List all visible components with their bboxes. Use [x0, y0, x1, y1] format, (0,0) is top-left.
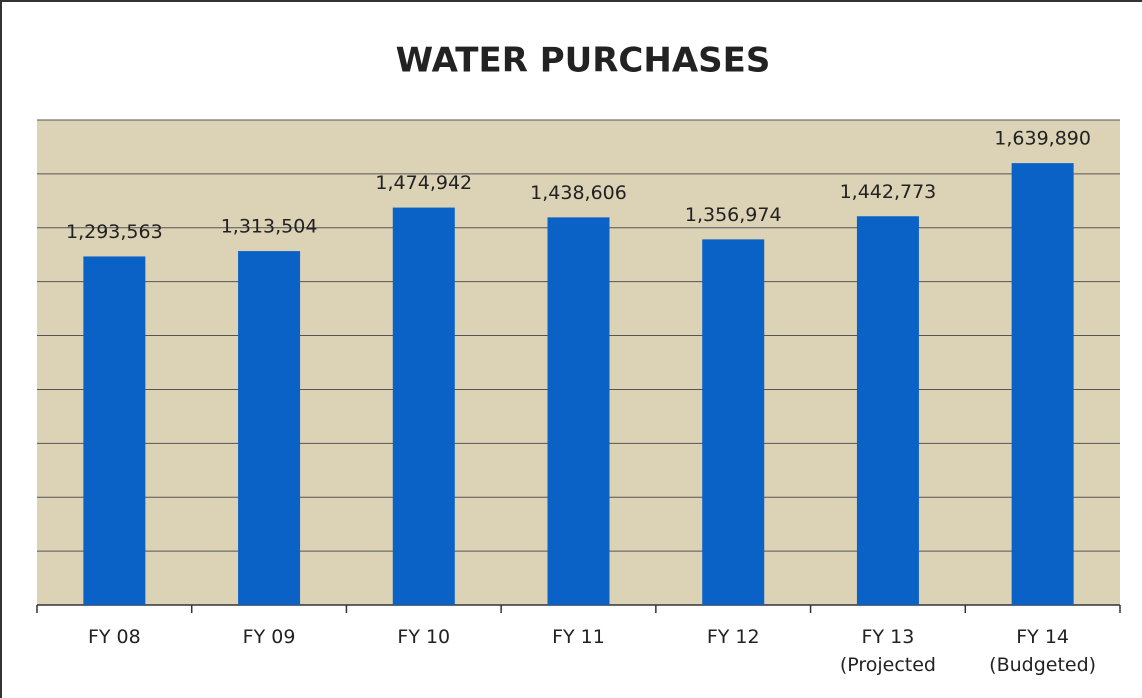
x-tick-label: FY 14 (Budgeted)	[989, 626, 1097, 676]
data-label: 1,474,942	[375, 172, 472, 194]
data-label: 1,639,890	[994, 128, 1091, 150]
bar	[547, 217, 610, 605]
x-tick-label: FY 10	[397, 626, 451, 648]
x-tick-label: FY 09	[242, 626, 296, 648]
x-tick-label: FY 12	[706, 626, 760, 648]
bar	[702, 239, 765, 605]
data-label: 1,438,606	[530, 182, 627, 204]
data-label: 1,313,504	[221, 216, 318, 238]
bar	[392, 207, 455, 605]
bar	[238, 251, 301, 605]
data-label: 1,293,563	[66, 221, 163, 243]
bar	[856, 216, 919, 606]
bar	[83, 256, 146, 605]
data-label: 1,442,773	[840, 181, 937, 203]
data-label: 1,356,974	[685, 204, 782, 226]
bar	[1011, 163, 1074, 605]
chart-title: WATER PURCHASES	[396, 41, 771, 81]
x-tick-label: FY 13 (Projected	[839, 626, 936, 676]
x-tick-label: FY 11	[552, 626, 605, 648]
x-tick-label: FY 08	[87, 626, 141, 648]
